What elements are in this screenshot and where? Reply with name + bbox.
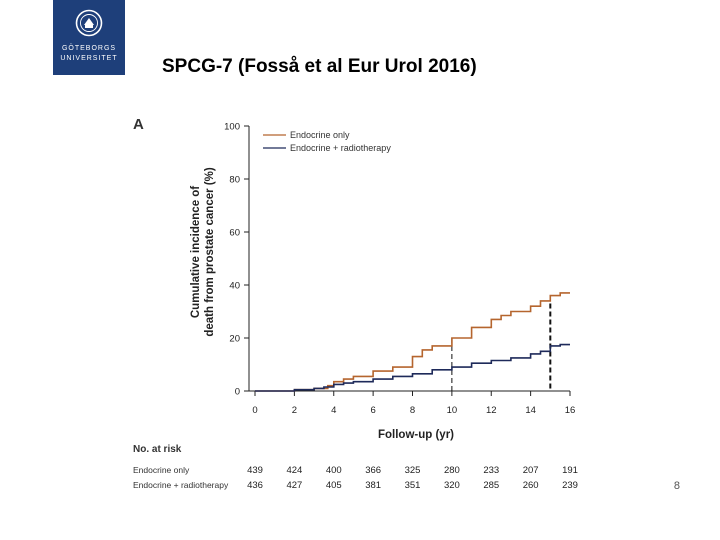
series-line-2 (255, 343, 570, 392)
y-axis-title: Cumulative incidence of death from prost… (190, 167, 216, 337)
y-tick-label: 0 (235, 387, 240, 398)
y-tick-label: 40 (229, 281, 240, 292)
series-line-1 (255, 292, 570, 392)
logo-text-line2: UNIVERSITET (60, 55, 118, 62)
risk-value: 280 (444, 465, 460, 476)
chart-series (255, 292, 570, 392)
x-tick-label: 0 (252, 405, 257, 416)
x-tick-label: 6 (370, 405, 375, 416)
risk-value: 191 (562, 465, 578, 476)
y-tick-label: 20 (229, 334, 240, 345)
x-tick-label: 16 (565, 405, 576, 416)
risk-value: 400 (326, 465, 342, 476)
risk-value: 405 (326, 480, 342, 491)
risk-row-label: Endocrine only (133, 465, 190, 475)
y-axis-title-line1: Cumulative incidence of (190, 186, 202, 318)
panel-label: A (133, 116, 144, 133)
chart-legend: Endocrine only Endocrine + radiotherapy (263, 130, 391, 153)
risk-table: Endocrine only 439 424 400 366 325 280 233 207 19… (133, 465, 578, 491)
y-axis-title-line2: death from prostate cancer (%) (204, 167, 216, 337)
risk-value: 233 (483, 465, 499, 476)
y-tick-label: 100 (224, 122, 240, 133)
university-seal-icon (75, 9, 103, 37)
x-axis-title: Follow-up (yr) (378, 429, 454, 441)
risk-value: 239 (562, 480, 578, 491)
x-tick-label: 2 (292, 405, 297, 416)
x-tick-label: 4 (331, 405, 336, 416)
x-tick-label: 14 (525, 405, 536, 416)
logo-text-line1: GÖTEBORGS (61, 45, 117, 52)
page-number: 8 (673, 480, 680, 492)
risk-value: 325 (405, 465, 421, 476)
risk-value: 366 (365, 465, 381, 476)
risk-value: 351 (405, 480, 421, 491)
y-tick-label: 80 (229, 175, 240, 186)
legend-label-1: Endocrine only (290, 130, 350, 140)
x-tick-label: 8 (410, 405, 415, 416)
risk-value: 285 (483, 480, 499, 491)
risk-row-label: Endocrine + radiotherapy (133, 480, 229, 490)
risk-table-title: No. at risk (133, 444, 182, 455)
x-tick-label: 12 (486, 405, 497, 416)
risk-value: 436 (247, 480, 263, 491)
risk-value: 427 (286, 480, 302, 491)
slide-title: SPCG-7 (Fosså et al Eur Urol 2016) (162, 56, 477, 77)
risk-value: 424 (286, 465, 302, 476)
university-logo: GÖTEBORGS UNIVERSITET (53, 0, 125, 75)
risk-value: 207 (523, 465, 539, 476)
risk-value: 439 (247, 465, 263, 476)
chart-ticks: 0 2 4 6 8 10 12 14 16 0 20 40 60 80 100 (224, 122, 575, 417)
risk-value: 260 (523, 480, 539, 491)
risk-value: 381 (365, 480, 381, 491)
risk-value: 320 (444, 480, 460, 491)
y-tick-label: 60 (229, 228, 240, 239)
x-tick-label: 10 (447, 405, 458, 416)
legend-label-2: Endocrine + radiotherapy (290, 143, 391, 153)
chart-axes (248, 126, 570, 392)
